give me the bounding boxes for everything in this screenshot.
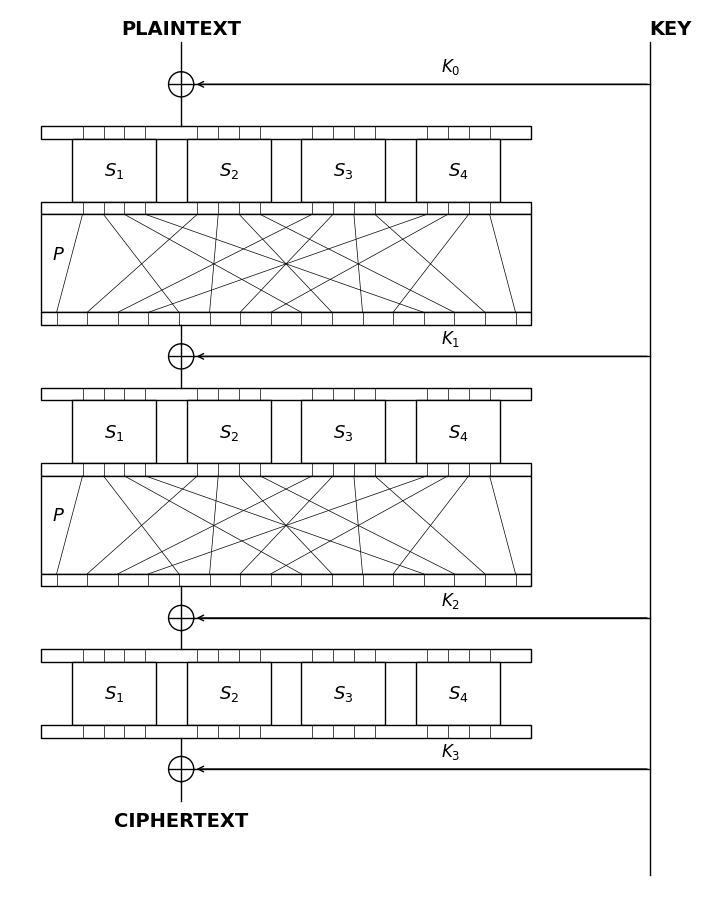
Bar <box>72 662 156 725</box>
Bar <box>72 139 156 202</box>
Bar <box>187 139 271 202</box>
Bar <box>41 650 531 662</box>
Bar <box>416 139 500 202</box>
Bar <box>187 662 271 725</box>
Text: $S_1$: $S_1$ <box>104 423 124 443</box>
Bar <box>416 662 500 725</box>
Text: $S_4$: $S_4$ <box>448 423 468 443</box>
Bar <box>301 139 385 202</box>
Bar <box>416 401 500 464</box>
Bar <box>41 215 531 313</box>
Bar <box>187 401 271 464</box>
Text: PLAINTEXT: PLAINTEXT <box>121 20 241 39</box>
Text: $S_3$: $S_3$ <box>333 423 354 443</box>
Text: $S_3$: $S_3$ <box>333 161 354 181</box>
Text: KEY: KEY <box>649 20 692 39</box>
Bar <box>41 313 531 325</box>
Text: $S_2$: $S_2$ <box>219 423 239 443</box>
Text: CIPHERTEXT: CIPHERTEXT <box>114 811 248 830</box>
Bar <box>41 725 531 738</box>
Bar <box>41 476 531 574</box>
Bar <box>41 464 531 476</box>
Text: $S_4$: $S_4$ <box>448 684 468 703</box>
Text: $K_1$: $K_1$ <box>441 329 460 349</box>
Bar <box>41 128 531 139</box>
Text: $S_1$: $S_1$ <box>104 161 124 181</box>
Text: $S_4$: $S_4$ <box>448 161 468 181</box>
Bar <box>301 662 385 725</box>
Text: $S_3$: $S_3$ <box>333 684 354 703</box>
Text: $K_3$: $K_3$ <box>441 741 460 761</box>
Text: $P$: $P$ <box>52 507 65 525</box>
Text: $K_2$: $K_2$ <box>441 590 460 609</box>
Text: $K_0$: $K_0$ <box>441 56 460 77</box>
Text: $P$: $P$ <box>52 245 65 263</box>
Bar <box>301 401 385 464</box>
Bar <box>41 202 531 215</box>
Bar <box>41 388 531 401</box>
Bar <box>72 401 156 464</box>
Text: $S_1$: $S_1$ <box>104 684 124 703</box>
Bar <box>41 574 531 587</box>
Text: $S_2$: $S_2$ <box>219 684 239 703</box>
Text: $S_2$: $S_2$ <box>219 161 239 181</box>
